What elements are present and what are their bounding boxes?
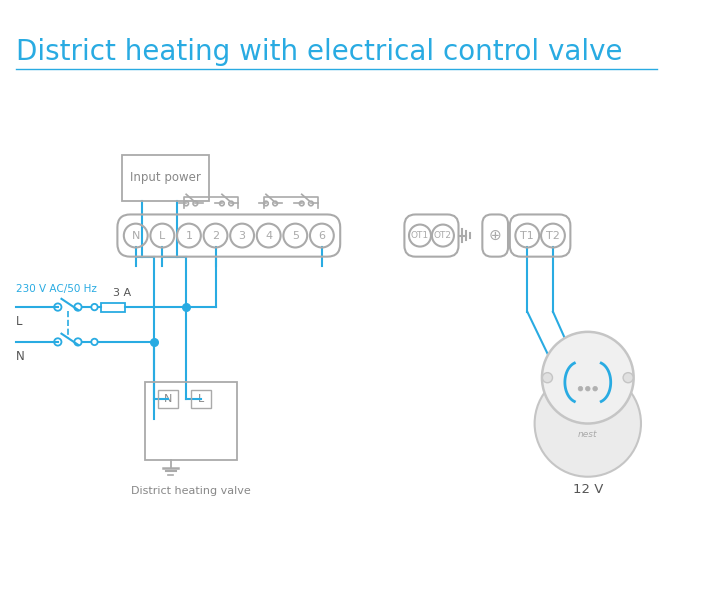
Text: nest: nest	[578, 430, 598, 439]
Bar	[145, 383, 237, 460]
Text: L: L	[159, 230, 165, 241]
Text: L: L	[198, 394, 204, 404]
Bar	[122, 155, 209, 201]
Circle shape	[585, 387, 590, 391]
Text: 12 V: 12 V	[573, 483, 603, 496]
Text: 230 V AC/50 Hz: 230 V AC/50 Hz	[15, 285, 97, 294]
Text: T2: T2	[546, 230, 560, 241]
Text: N: N	[132, 230, 140, 241]
Circle shape	[593, 387, 598, 391]
Text: District heating with electrical control valve: District heating with electrical control…	[15, 37, 622, 65]
Text: ⊕: ⊕	[488, 228, 502, 243]
Text: nest: nest	[576, 356, 600, 366]
Text: L: L	[15, 315, 22, 328]
Circle shape	[578, 387, 582, 391]
Bar	[101, 302, 124, 312]
Text: 3: 3	[239, 230, 245, 241]
Circle shape	[534, 370, 641, 477]
Text: N: N	[164, 394, 172, 404]
Text: OT1: OT1	[411, 231, 429, 240]
Text: 4: 4	[265, 230, 272, 241]
Bar	[158, 390, 178, 408]
Text: 1: 1	[186, 230, 192, 241]
Text: 2: 2	[212, 230, 219, 241]
Text: 5: 5	[292, 230, 298, 241]
Text: Input power: Input power	[130, 171, 201, 184]
Text: District heating valve: District heating valve	[131, 486, 250, 496]
Text: 3 A: 3 A	[113, 288, 131, 298]
Text: 6: 6	[318, 230, 325, 241]
Circle shape	[542, 332, 633, 424]
Text: N: N	[15, 350, 24, 363]
Circle shape	[542, 372, 553, 383]
Text: T1: T1	[521, 230, 534, 241]
Bar	[191, 390, 211, 408]
Circle shape	[623, 372, 633, 383]
Text: OT2: OT2	[434, 231, 452, 240]
